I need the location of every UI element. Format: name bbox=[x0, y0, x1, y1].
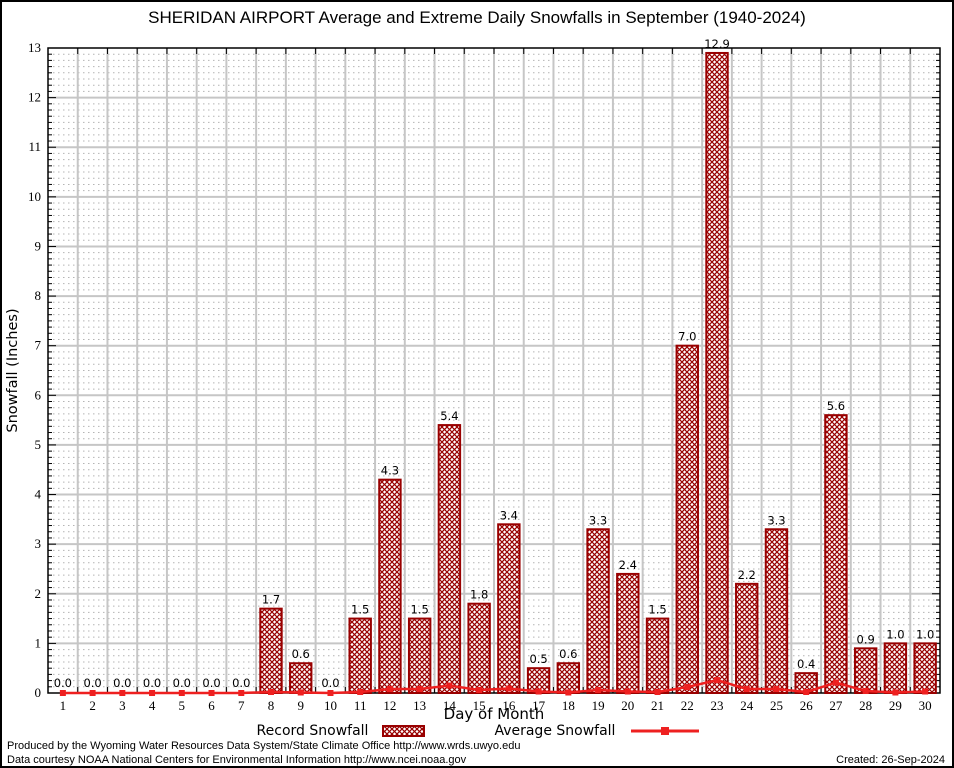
legend-record-label: Record Snowfall bbox=[256, 723, 369, 739]
x-axis-title: Day of Month bbox=[443, 705, 545, 723]
svg-text:1.5: 1.5 bbox=[411, 603, 429, 617]
svg-text:10: 10 bbox=[324, 698, 337, 713]
svg-text:13: 13 bbox=[413, 698, 426, 713]
svg-text:1: 1 bbox=[35, 635, 42, 650]
svg-text:0.0: 0.0 bbox=[202, 676, 220, 690]
vertical-gridlines bbox=[76, 48, 912, 693]
svg-text:0.4: 0.4 bbox=[797, 657, 815, 671]
svg-text:19: 19 bbox=[592, 698, 605, 713]
svg-text:11: 11 bbox=[28, 139, 41, 154]
legend: Record Snowfall Average Snowfall bbox=[2, 723, 952, 739]
svg-text:16: 16 bbox=[502, 698, 516, 713]
svg-text:4.3: 4.3 bbox=[381, 464, 399, 478]
svg-text:5: 5 bbox=[35, 437, 42, 452]
footer-produced-by: Produced by the Wyoming Water Resources … bbox=[7, 740, 521, 752]
average-snowfall-line bbox=[62, 678, 926, 695]
svg-text:22: 22 bbox=[681, 698, 694, 713]
svg-text:24: 24 bbox=[740, 698, 754, 713]
svg-text:1.5: 1.5 bbox=[351, 603, 369, 617]
svg-text:0.0: 0.0 bbox=[173, 676, 191, 690]
svg-text:0.0: 0.0 bbox=[232, 676, 250, 690]
bar-value-labels: 0.0 0.0 0.0 0.0 0.0 0.0 0.0 1.7 0.6 0.0 1.5 4.3 1.5 5… bbox=[54, 37, 935, 690]
footer-data-courtesy: Data courtesy NOAA National Centers for … bbox=[7, 754, 467, 766]
svg-text:8: 8 bbox=[35, 288, 42, 303]
footer-created-date: Created: 26-Sep-2024 bbox=[836, 754, 945, 766]
svg-text:21: 21 bbox=[651, 698, 664, 713]
svg-text:0: 0 bbox=[35, 685, 42, 700]
svg-text:7: 7 bbox=[35, 338, 42, 353]
chart-title: SHERIDAN AIRPORT Average and Extreme Dai… bbox=[148, 8, 806, 27]
record-snowfall-swatch bbox=[382, 724, 426, 738]
svg-text:6: 6 bbox=[208, 698, 215, 713]
average-snowfall-swatch bbox=[629, 724, 701, 738]
svg-text:0.6: 0.6 bbox=[559, 647, 577, 661]
svg-text:3.3: 3.3 bbox=[589, 513, 607, 527]
svg-text:1.0: 1.0 bbox=[886, 627, 904, 641]
svg-text:11: 11 bbox=[354, 698, 367, 713]
svg-text:10: 10 bbox=[28, 189, 41, 204]
svg-text:0.5: 0.5 bbox=[529, 652, 547, 666]
svg-text:12: 12 bbox=[383, 698, 396, 713]
svg-text:0.6: 0.6 bbox=[292, 647, 310, 661]
svg-text:1.8: 1.8 bbox=[470, 588, 488, 602]
svg-text:13: 13 bbox=[28, 40, 41, 55]
svg-text:5.4: 5.4 bbox=[440, 409, 458, 423]
y-axis-title: Snowfall (Inches) bbox=[5, 308, 21, 432]
svg-text:2: 2 bbox=[35, 586, 42, 601]
svg-text:12.9: 12.9 bbox=[704, 37, 730, 51]
x-tick-labels: 1 2 3 4 5 6 7 8 9 10 11 12 13 14 15 16 17 18 19 20 21 22 23 24 2… bbox=[60, 698, 932, 713]
svg-text:2: 2 bbox=[89, 698, 96, 713]
svg-text:29: 29 bbox=[889, 698, 902, 713]
svg-text:3: 3 bbox=[35, 536, 42, 551]
svg-text:17: 17 bbox=[532, 698, 546, 713]
svg-text:0.0: 0.0 bbox=[83, 676, 101, 690]
svg-text:27: 27 bbox=[829, 698, 843, 713]
svg-text:28: 28 bbox=[859, 698, 872, 713]
svg-text:18: 18 bbox=[562, 698, 575, 713]
svg-text:7: 7 bbox=[238, 698, 245, 713]
svg-text:20: 20 bbox=[621, 698, 634, 713]
svg-text:1.0: 1.0 bbox=[916, 627, 934, 641]
svg-text:0.0: 0.0 bbox=[54, 676, 72, 690]
svg-text:9: 9 bbox=[297, 698, 304, 713]
svg-text:23: 23 bbox=[711, 698, 724, 713]
svg-text:3.3: 3.3 bbox=[767, 513, 785, 527]
legend-average-label: Average Snowfall bbox=[494, 723, 616, 739]
svg-text:30: 30 bbox=[919, 698, 932, 713]
svg-text:15: 15 bbox=[473, 698, 486, 713]
svg-text:7.0: 7.0 bbox=[678, 330, 696, 344]
svg-text:8: 8 bbox=[268, 698, 275, 713]
svg-text:4: 4 bbox=[149, 698, 156, 713]
svg-text:2.2: 2.2 bbox=[738, 568, 756, 582]
svg-text:0.0: 0.0 bbox=[113, 676, 131, 690]
svg-text:0.0: 0.0 bbox=[321, 676, 339, 690]
svg-text:9: 9 bbox=[35, 238, 42, 253]
average-snowfall-markers bbox=[59, 677, 929, 696]
svg-text:3: 3 bbox=[119, 698, 126, 713]
svg-text:0.9: 0.9 bbox=[857, 632, 875, 646]
svg-text:5: 5 bbox=[179, 698, 186, 713]
svg-text:3.4: 3.4 bbox=[500, 508, 518, 522]
record-snowfall-bars bbox=[259, 51, 937, 695]
svg-text:4: 4 bbox=[35, 487, 42, 502]
svg-text:1.5: 1.5 bbox=[648, 603, 666, 617]
svg-text:6: 6 bbox=[35, 387, 42, 402]
svg-text:5.6: 5.6 bbox=[827, 399, 845, 413]
svg-text:25: 25 bbox=[770, 698, 783, 713]
svg-text:12: 12 bbox=[28, 90, 41, 105]
svg-text:26: 26 bbox=[800, 698, 814, 713]
svg-text:2.4: 2.4 bbox=[619, 558, 637, 572]
svg-text:1.7: 1.7 bbox=[262, 593, 280, 607]
svg-text:0.0: 0.0 bbox=[143, 676, 161, 690]
svg-text:1: 1 bbox=[60, 698, 67, 713]
svg-text:14: 14 bbox=[443, 698, 457, 713]
